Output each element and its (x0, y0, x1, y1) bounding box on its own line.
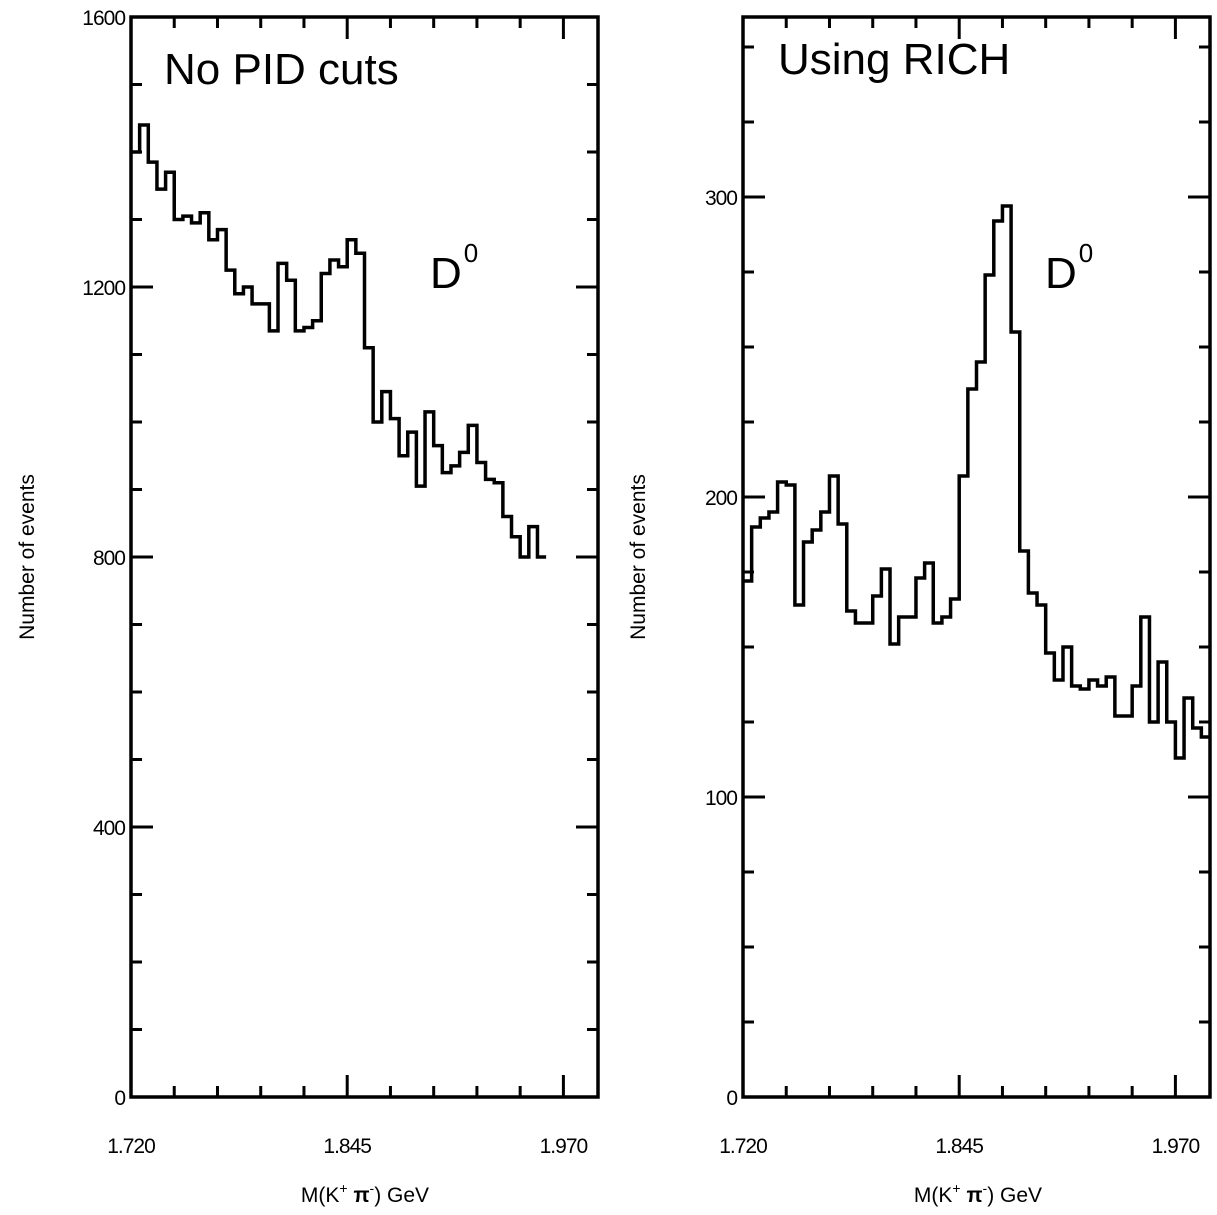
histogram-line (131, 123, 547, 559)
y-tick-label: 1600 (82, 7, 125, 30)
x-tick-label: 1.970 (540, 1135, 588, 1158)
y-tick-label: 300 (705, 187, 737, 210)
d0-annotation-sup: 0 (464, 238, 478, 268)
y-axis-title: Number of events (16, 474, 39, 640)
x-tick-label: 1.720 (719, 1135, 767, 1158)
d0-annotation-sup: 0 (1079, 238, 1093, 268)
histogram-line (743, 204, 1210, 760)
d0-annotation-text: D (1045, 249, 1077, 298)
d0-annotation: D0 (430, 238, 478, 298)
y-tick-label: 1200 (82, 277, 125, 300)
x-tick-label: 1.720 (107, 1135, 155, 1158)
x-axis-title: M(K+ π-) GeV (301, 1180, 429, 1207)
y-tick-label: 400 (93, 817, 125, 840)
x-axis-title-tail: ) GeV (987, 1184, 1042, 1207)
x-axis-title-sup1: + (339, 1180, 347, 1196)
x-tick-label: 1.970 (1152, 1135, 1200, 1158)
x-axis-title-sup1: + (952, 1180, 960, 1196)
y-tick-label: 0 (114, 1087, 125, 1110)
plot-frame (129, 15, 600, 1099)
y-tick-labels: 0 100 200 300 (705, 187, 738, 1110)
x-tick-label: 1.845 (935, 1135, 983, 1158)
x-axis-title: M(K+ π-) GeV (914, 1180, 1042, 1207)
y-tick-label: 100 (705, 787, 737, 810)
x-axis-title-main: M(K (914, 1184, 953, 1207)
x-tick-label: 1.845 (323, 1135, 371, 1158)
y-tick-label: 0 (726, 1087, 737, 1110)
x-axis-title-sup2: - (983, 1180, 988, 1196)
axis-ticks (129, 15, 598, 1099)
y-axis-title: Number of events (627, 474, 650, 640)
d0-annotation: D0 (1045, 238, 1093, 298)
panel-no-pid-cuts: 0 400 800 1200 1600 1.720 1.845 1.970 No PID c… (16, 7, 600, 1207)
x-axis-title-mid: π (348, 1184, 370, 1207)
x-tick-labels: 1.720 1.845 1.970 (719, 1135, 1200, 1158)
panel-title: Using RICH (778, 35, 1010, 84)
y-tick-labels: 0 400 800 1200 1600 (82, 7, 126, 1110)
x-tick-labels: 1.720 1.845 1.970 (107, 1135, 588, 1158)
x-axis-title-tail: ) GeV (374, 1184, 429, 1207)
y-tick-label: 200 (705, 487, 737, 510)
axis-ticks (741, 17, 1210, 1099)
x-axis-title-main: M(K (301, 1184, 340, 1207)
d0-annotation-text: D (430, 249, 462, 298)
panel-title: No PID cuts (164, 45, 399, 94)
x-axis-title-sup2: - (370, 1180, 375, 1196)
x-axis-title-mid: π (961, 1184, 983, 1207)
plot-frame (741, 15, 1212, 1099)
y-tick-label: 800 (93, 547, 125, 570)
